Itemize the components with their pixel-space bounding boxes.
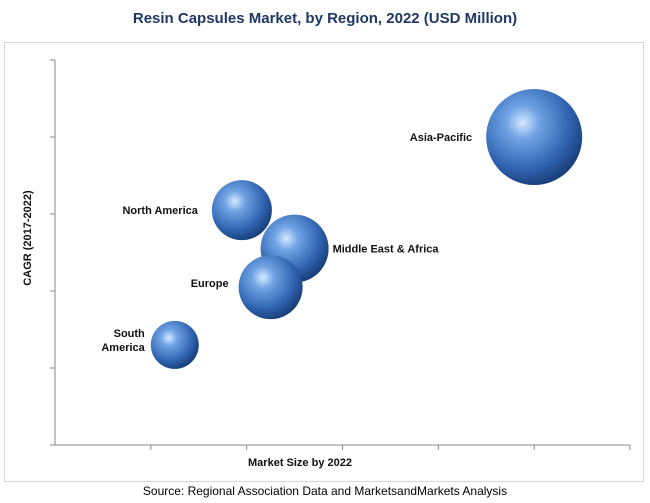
- bubble-north-america: [211, 180, 272, 241]
- y-axis-title: CAGR (2017-2022): [22, 190, 34, 286]
- bubble-label: Middle East & Africa: [333, 244, 440, 256]
- axes: [50, 59, 631, 450]
- bubble-label: Asia-Pacific: [410, 132, 472, 144]
- bubble-label: South America: [101, 328, 145, 354]
- source-note: Source: Regional Association Data and Ma…: [142, 484, 508, 498]
- x-axis-title: Market Size by 2022: [248, 457, 352, 469]
- bubble-label: North America: [122, 205, 198, 217]
- bubbles: [150, 89, 583, 369]
- chart-title: Resin Capsules Market, by Region, 2022 (…: [132, 10, 518, 27]
- bubble-label: Europe: [191, 278, 229, 290]
- bubble-south-america: [150, 320, 199, 369]
- bubble-labels: Asia-Pacific North America Middle East & A…: [101, 132, 472, 354]
- bubble-europe: [238, 255, 303, 320]
- bubble-asia-pacific: [486, 89, 583, 185]
- chart-frame: [4, 42, 644, 482]
